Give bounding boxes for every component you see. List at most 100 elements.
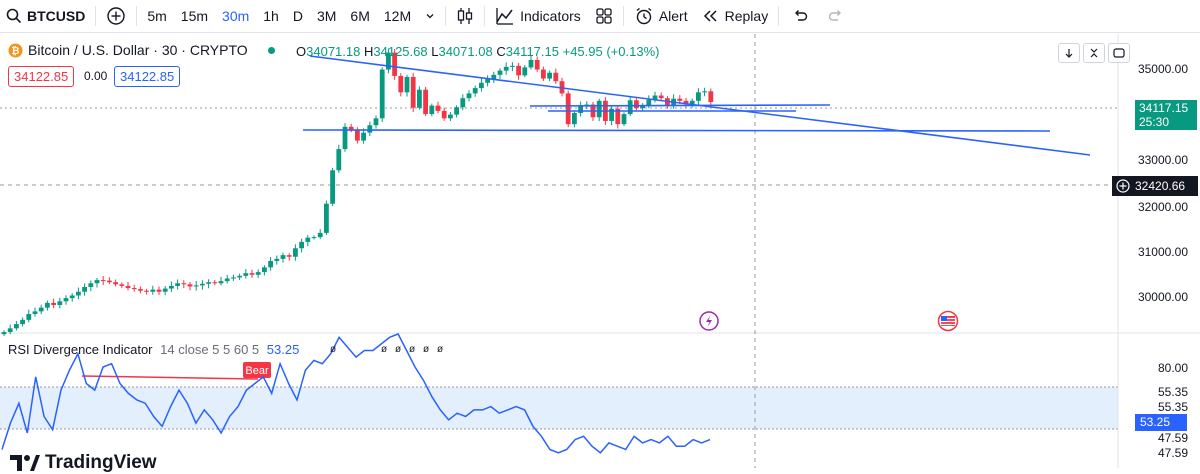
- interval-5m[interactable]: 5m: [147, 8, 167, 24]
- candle-body: [454, 107, 459, 115]
- chart-type-button[interactable]: [449, 0, 481, 33]
- divider: [778, 6, 780, 26]
- candle-body: [274, 258, 280, 261]
- crosshair-price-tag[interactable]: 32420.66: [1112, 176, 1198, 196]
- candle-body: [572, 113, 577, 125]
- collapse-button[interactable]: [1083, 43, 1105, 63]
- redo-button[interactable]: [818, 0, 854, 33]
- interval-12m[interactable]: 12M: [383, 8, 412, 24]
- candle-body: [88, 283, 94, 287]
- rsi-axis-label: 55.35: [1157, 385, 1188, 399]
- support-line[interactable]: [302, 129, 1051, 132]
- candle-body: [324, 203, 329, 233]
- rsi-legend[interactable]: RSI Divergence Indicator 14 close 5 5 60…: [8, 342, 299, 357]
- symbol-title: Bitcoin / U.S. Dollar · 30 · CRYPTO: [28, 42, 248, 58]
- last-price-value: 34117.15: [1139, 101, 1189, 115]
- candle-body: [472, 88, 478, 94]
- candle-body: [379, 69, 385, 119]
- us-flag-event-icon[interactable]: [937, 310, 959, 332]
- rsi-axis-label: 47.59: [1157, 431, 1188, 445]
- tradingview-logo-icon: [10, 455, 40, 471]
- candle-body: [286, 255, 292, 257]
- open-value: 34071.18: [306, 44, 361, 59]
- interval-3m[interactable]: 3M: [316, 8, 337, 24]
- candle-body: [702, 91, 707, 93]
- candle-body: [138, 289, 143, 291]
- divergence-marker: ø: [395, 344, 401, 355]
- undo-button[interactable]: [782, 0, 818, 33]
- candle-body: [417, 89, 422, 108]
- candle-body: [76, 291, 81, 296]
- candle-body: [615, 108, 621, 125]
- resistance-line-upper[interactable]: [529, 104, 831, 107]
- candle-body: [342, 126, 348, 150]
- price-axis-label: 31000.00: [1137, 245, 1188, 259]
- candle-body: [634, 100, 639, 109]
- undo-icon: [795, 10, 808, 21]
- price-axis-label: 30000.00: [1137, 290, 1188, 304]
- market-status-dot: [267, 46, 275, 54]
- candle-body: [100, 280, 106, 282]
- alert-button[interactable]: Alert: [627, 0, 695, 33]
- symbol-legend[interactable]: ₿ Bitcoin / U.S. Dollar · 30 · CRYPTO: [8, 42, 275, 58]
- buy-price-box[interactable]: 34122.85: [114, 66, 181, 87]
- candle-body: [609, 108, 614, 121]
- indicators-button[interactable]: Indicators: [488, 0, 588, 33]
- candle-body: [243, 273, 249, 276]
- candle-body: [69, 295, 75, 299]
- candle-body: [231, 277, 236, 279]
- bear-label: Bear: [243, 362, 271, 378]
- watermark-text: TradingView: [45, 452, 157, 473]
- candle-body: [689, 100, 695, 105]
- last-price-tag[interactable]: 34117.15 25:30: [1135, 100, 1197, 130]
- rsi-params: 14 close 5 5 60 5: [160, 342, 260, 357]
- templates-button[interactable]: [588, 0, 620, 33]
- top-toolbar: BTCUSD 5m 15m 30m 1h D 3M 6M 12M Indicators Ale…: [0, 0, 1200, 33]
- bear-label-text: Bear: [245, 365, 269, 377]
- candle-body: [45, 302, 50, 308]
- candle-body: [14, 324, 19, 329]
- interval-6m[interactable]: 6M: [350, 8, 370, 24]
- compare-button[interactable]: [99, 0, 133, 33]
- scroll-down-button[interactable]: [1058, 43, 1080, 63]
- candle-body: [541, 69, 546, 79]
- candle-body: [26, 314, 32, 320]
- candle-body: [510, 65, 515, 67]
- plus-circle-icon: [1116, 179, 1130, 193]
- candle-body: [503, 66, 509, 71]
- candle-body: [708, 91, 714, 103]
- symbol-label: BTCUSD: [27, 8, 86, 24]
- divider: [484, 6, 486, 26]
- interval-dropdown[interactable]: [418, 0, 442, 33]
- candle-body: [330, 170, 335, 204]
- interval-d[interactable]: D: [292, 8, 303, 24]
- candle-body: [262, 267, 267, 273]
- interval-group: 5m 15m 30m 1h D 3M 6M 12M: [140, 0, 418, 33]
- interval-15m[interactable]: 15m: [180, 8, 209, 24]
- countdown-value: 25:30: [1139, 115, 1170, 129]
- candle-body: [410, 76, 416, 108]
- interval-30m[interactable]: 30m: [222, 8, 250, 24]
- candle-body: [299, 241, 304, 249]
- candle-body: [32, 311, 38, 315]
- candle-body: [206, 282, 211, 284]
- symbol-search[interactable]: BTCUSD: [0, 0, 92, 33]
- replay-button[interactable]: Replay: [695, 0, 776, 33]
- candle-body: [131, 288, 137, 290]
- price-axis-label: 33000.00: [1137, 153, 1188, 167]
- candle-body: [373, 118, 379, 126]
- candle-body: [516, 65, 521, 76]
- candle-body: [522, 67, 528, 76]
- interval-1h[interactable]: 1h: [263, 8, 279, 24]
- tradingview-watermark: TradingView: [10, 452, 157, 474]
- rsi-line: [1, 333, 711, 454]
- low-label: L: [431, 44, 439, 59]
- crosshair-price-value: 32420.66: [1135, 179, 1186, 193]
- chart-canvas[interactable]: Bear ø ø ø ø ø ø: [0, 34, 1200, 468]
- maximize-button[interactable]: [1108, 43, 1130, 63]
- candle-body: [200, 283, 205, 286]
- candle-body: [435, 105, 441, 111]
- search-icon: [6, 8, 22, 24]
- sell-price-box[interactable]: 34122.85: [8, 66, 75, 87]
- lightning-event-icon[interactable]: [699, 311, 719, 331]
